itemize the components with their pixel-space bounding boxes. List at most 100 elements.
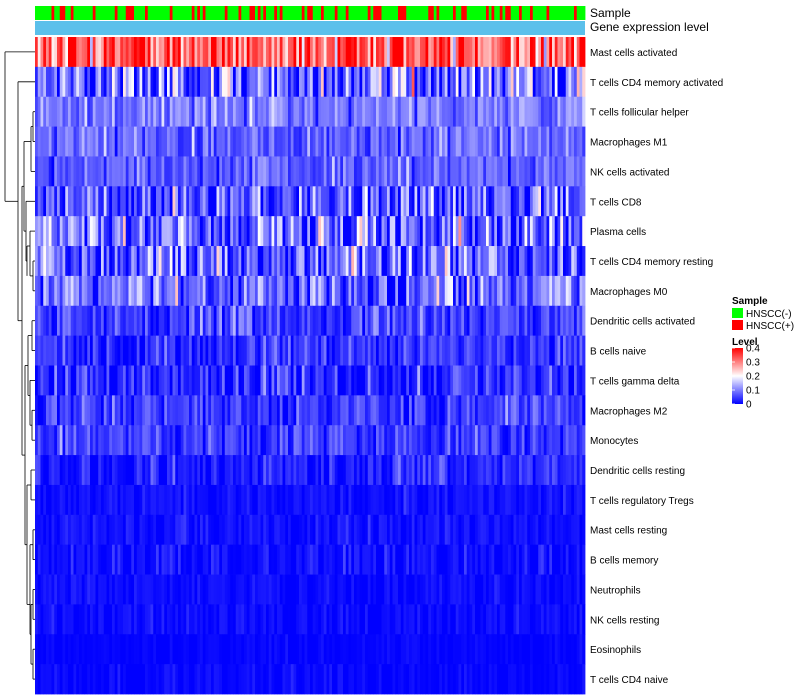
heatmap-cell [538,216,542,247]
heatmap-cell [222,514,226,546]
heatmap-cell [150,664,154,695]
heatmap-cell [439,365,443,396]
heatmap-cell [475,96,479,127]
heatmap-cell [563,425,567,456]
heatmap-cell [411,37,415,68]
heatmap-cell [219,216,223,247]
sample-annotation-cell [147,6,151,20]
heatmap-cell [406,156,410,187]
heatmap-cell [436,37,440,68]
heatmap-cell [233,186,237,217]
heatmap-cell [246,395,250,426]
heatmap-cell [469,156,473,187]
heatmap-cell [516,66,520,98]
heatmap-cell [475,37,479,68]
heatmap-cell [290,365,294,396]
heatmap-cell [62,604,66,635]
heatmap-cell [208,305,212,337]
heatmap-cell [51,96,55,127]
heatmap-cell [103,37,107,68]
heatmap-cell [153,96,157,127]
heatmap-cell [150,246,154,277]
heatmap-cell [241,604,245,635]
heatmap-cell [505,604,509,635]
heatmap-cell [455,275,459,307]
heatmap-cell [158,484,162,516]
heatmap-cell [106,246,110,277]
heatmap-cell [461,514,465,546]
heatmap-cell [260,246,264,277]
heatmap-cell [222,634,226,665]
heatmap-cell [464,246,468,277]
heatmap-cell [343,574,347,605]
legend-tick-label: 0.1 [746,386,760,397]
heatmap-cell [329,395,333,426]
sample-annotation-cell [549,6,553,20]
heatmap-cell [406,484,410,516]
heatmap-cell [136,395,140,426]
heatmap-cell [439,574,443,605]
heatmap-cell [356,395,360,426]
heatmap-cell [227,365,231,396]
heatmap-cell [219,484,223,516]
heatmap-cell [425,275,429,307]
heatmap-cell [381,156,385,187]
heatmap-cell [318,66,322,98]
heatmap-cell [541,574,545,605]
heatmap-cell [241,514,245,546]
heatmap-cell [444,514,448,546]
heatmap-cell [285,246,289,277]
heatmap-cell [535,246,539,277]
heatmap-cell [354,484,358,516]
heatmap-cell [191,305,195,337]
heatmap-cell [37,544,41,575]
heatmap-cell [230,186,234,217]
heatmap-cell [491,484,495,516]
heatmap-cell [37,186,41,217]
heatmap-cell [134,514,138,546]
heatmap-cell [43,574,47,605]
heatmap-cell [40,604,44,635]
heatmap-cell [156,96,160,127]
sample-annotation-cell [301,6,305,20]
heatmap-cell [241,634,245,665]
heatmap-cell [472,514,476,546]
heatmap-cell [101,544,105,575]
heatmap-cell [136,604,140,635]
heatmap-cell [230,455,234,486]
heatmap-cell [103,335,107,366]
heatmap-cell [425,186,429,217]
heatmap-cell [323,96,327,127]
heatmap-cell [499,96,503,127]
heatmap-cell [354,425,358,456]
heatmap-cell [469,66,473,98]
heatmap-cell [114,66,118,98]
heatmap-cell [563,484,567,516]
heatmap-cell [411,335,415,366]
heatmap-cell [103,275,107,307]
heatmap-cell [227,37,231,68]
heatmap-cell [54,574,58,605]
heatmap-cell [268,305,272,337]
heatmap-cell [563,574,567,605]
heatmap-cell [216,634,220,665]
heatmap-cell [436,66,440,98]
heatmap-cell [315,634,319,665]
heatmap-cell [46,634,50,665]
heatmap-cell [464,604,468,635]
heatmap-cell [131,544,135,575]
heatmap-cell [491,156,495,187]
heatmap-cell [354,395,358,426]
heatmap-cell [296,216,300,247]
heatmap-cell [508,305,512,337]
sample-annotation-cell [43,6,47,20]
heatmap-cell [106,216,110,247]
heatmap-cell [395,664,399,695]
heatmap-cell [252,484,256,516]
heatmap-cell [98,484,102,516]
heatmap-cell [354,604,358,635]
heatmap-cell [400,186,404,217]
heatmap-cell [475,634,479,665]
heatmap-cell [219,395,223,426]
heatmap-cell [417,664,421,695]
